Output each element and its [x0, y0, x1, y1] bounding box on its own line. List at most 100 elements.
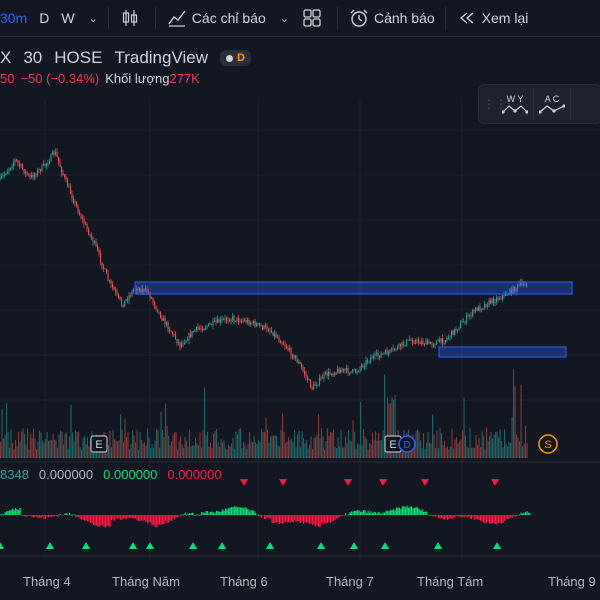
candle-body	[251, 322, 253, 324]
candle-body	[55, 151, 57, 155]
volume-bar	[168, 435, 170, 458]
demand-zone-rectangle[interactable]	[438, 346, 567, 358]
volume-bar	[223, 440, 225, 458]
candle-body	[431, 344, 433, 346]
candle-body	[421, 341, 423, 345]
candle-body	[280, 340, 282, 344]
oscillator-bar	[457, 515, 459, 517]
pattern-tool-more[interactable]	[571, 89, 591, 119]
oscillator-bar	[276, 515, 278, 523]
earnings-marker[interactable]: E	[90, 435, 108, 453]
candle-body	[524, 285, 526, 287]
oscillator-bar	[360, 511, 362, 515]
dividend-marker[interactable]: D	[398, 435, 416, 453]
supply-zone-rectangle[interactable]	[134, 281, 573, 295]
oscillator-bar	[78, 515, 80, 518]
oscillator-bar	[207, 511, 209, 515]
oscillator-bar	[366, 513, 368, 515]
oscillator-bar	[273, 515, 275, 524]
pattern-tool-wy[interactable]: W Y	[497, 89, 534, 119]
candle-body	[511, 288, 513, 294]
candles-icon	[122, 10, 137, 26]
volume-bar	[174, 432, 176, 458]
interval-d[interactable]: D	[39, 10, 50, 26]
volume-bar	[40, 432, 42, 458]
candle-body	[359, 367, 361, 371]
interval-dropdown[interactable]: ⌄	[81, 0, 104, 36]
candle-body	[104, 268, 106, 270]
candle-body	[281, 343, 283, 345]
candle-body	[325, 372, 327, 374]
volume-bar	[450, 446, 452, 458]
alert-button[interactable]: Cảnh báo	[342, 0, 441, 36]
oscillator-bar	[235, 506, 237, 515]
oscillator-bar	[96, 515, 98, 526]
candle-body	[401, 342, 403, 347]
oscillator-bar	[523, 512, 525, 515]
candle-body	[65, 176, 67, 180]
oscillator-bar	[199, 514, 201, 516]
volume-bar	[342, 447, 344, 458]
volume-bar	[490, 431, 492, 458]
oscillator-bar	[435, 515, 437, 517]
indicator-legend[interactable]: 8348 0.000000 0.000000 0.000000	[0, 467, 222, 482]
replay-button[interactable]: Xem lại	[450, 0, 535, 36]
candle-body	[262, 325, 264, 330]
oscillator-bar	[148, 515, 150, 522]
candle-body	[184, 342, 186, 345]
volume-bar	[180, 436, 182, 458]
candle-body	[185, 340, 187, 343]
volume-bar	[28, 449, 30, 458]
candle-body	[122, 304, 124, 307]
volume-bar	[10, 429, 12, 458]
drag-handle-icon[interactable]: ⋮⋮	[483, 97, 507, 111]
candle-body	[352, 369, 354, 372]
candle-body	[449, 336, 451, 338]
split-marker[interactable]: S	[538, 434, 558, 454]
volume-bar	[471, 447, 473, 458]
volume-bar	[336, 448, 338, 458]
candle-body	[92, 238, 94, 243]
oscillator-bar	[114, 515, 116, 521]
candle-body	[68, 186, 70, 188]
candle-body	[418, 339, 420, 343]
oscillator-bar	[244, 507, 246, 515]
indicators-button[interactable]: Các chỉ báo ⌄	[160, 0, 295, 36]
volume-bar	[507, 446, 509, 458]
interval-30m[interactable]: 30m	[0, 10, 28, 26]
time-axis[interactable]: Tháng 4 Tháng Năm Tháng 6 Tháng 7 Tháng …	[0, 566, 600, 600]
candle-body	[298, 361, 300, 363]
oscillator-bar	[514, 515, 516, 517]
volume-bar	[460, 439, 462, 458]
pattern-tool-ac[interactable]: A C	[534, 89, 571, 119]
interval-w[interactable]: W	[61, 10, 75, 26]
candle-body	[62, 172, 64, 175]
volume-bar	[130, 444, 132, 458]
divider	[444, 7, 446, 29]
candle-body	[47, 163, 49, 165]
earnings-marker[interactable]: E	[384, 435, 402, 453]
candle-body	[149, 292, 151, 298]
volume-bar	[171, 441, 173, 458]
alarm-clock-icon	[350, 9, 368, 27]
oscillator-bar	[493, 515, 495, 524]
volume-bar	[87, 437, 89, 458]
layouts-button[interactable]	[295, 0, 333, 36]
oscillator-bar	[349, 512, 351, 515]
symbol-legend[interactable]: X 30 HOSE TradingView D	[0, 48, 251, 68]
candle-body	[305, 374, 307, 377]
buy-signal-marker	[82, 542, 90, 549]
oscillator-bar	[390, 509, 392, 515]
candle-body	[73, 198, 75, 203]
volume-bar	[417, 429, 419, 458]
oscillator-bar	[220, 511, 222, 515]
candle-body	[448, 337, 450, 338]
oscillator-bar	[4, 512, 6, 515]
market-status-badge[interactable]: D	[220, 50, 251, 66]
volume-bar	[76, 431, 78, 458]
oscillator-bar	[13, 510, 15, 515]
volume-bar	[135, 442, 137, 458]
oscillator-bar	[363, 510, 365, 515]
candle-body	[113, 287, 115, 291]
chart-type-button[interactable]	[113, 0, 151, 36]
